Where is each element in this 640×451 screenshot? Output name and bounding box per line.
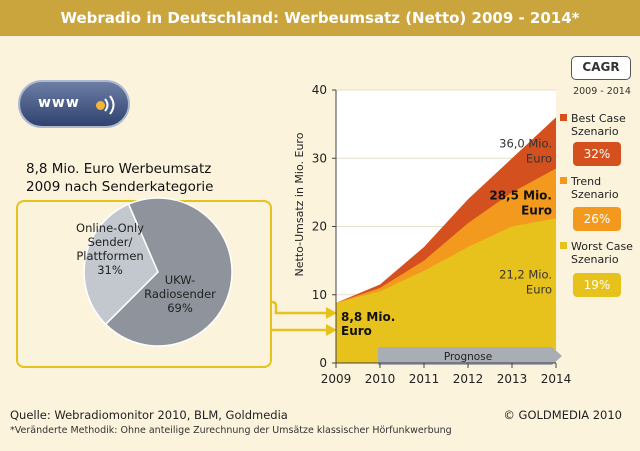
annotation-worst-line: 21,2 Mio. (499, 267, 552, 281)
x-tick-label-2009: 2009 (321, 372, 352, 386)
footer-source: Quelle: Webradiomonitor 2010, BLM, Goldm… (10, 408, 288, 422)
annotation-best-line: 36,0 Mio. (499, 136, 552, 150)
www-badge-text: www (38, 95, 80, 111)
annotation-start-line: Euro (341, 324, 372, 338)
legend-trend-line2: Szenario (571, 188, 619, 201)
annotation-worst: 21,2 Mio. Euro (499, 267, 552, 296)
pie-label-online-only-line: Sender/ (88, 235, 133, 249)
cagr-years: 2009 - 2014 (573, 86, 631, 97)
connector-arrow-top-head (326, 307, 337, 319)
footer-note: *Veränderte Methodik: Ohne anteilige Zur… (10, 425, 452, 436)
pie-chart-title: 8,8 Mio. Euro Werbeumsatz 2009 nach Send… (26, 160, 266, 196)
connector-arrow-top (271, 300, 326, 315)
y-tick-label-10: 10 (312, 288, 327, 302)
connector-arrow-bottom-head (326, 324, 337, 336)
legend-best-line1: Best Case (571, 112, 626, 125)
annotation-trend-line: 28,5 Mio. (489, 188, 552, 202)
legend-worst-swatch (560, 242, 567, 249)
legend-worst-case: Worst Case Szenario (560, 240, 633, 266)
footer-copyright: © GOLDMEDIA 2010 (503, 408, 622, 422)
annotation-trend: 28,5 Mio. Euro (489, 188, 552, 217)
prognose-arrow (378, 347, 562, 365)
www-badge-logo: www (18, 80, 130, 128)
pie-label-online-only-line: Plattformen (76, 249, 143, 263)
y-axis-label: Netto-Umsatz in Mio. Euro (293, 132, 306, 276)
x-tick-label-2014: 2014 (541, 372, 572, 386)
legend-best-case: Best Case Szenario (560, 112, 626, 138)
cagr-worst-value: 19% (573, 273, 621, 297)
pie-label-ukw: UKW-Radiosender 69% (144, 273, 216, 315)
pie-label-online-only: Online-Only Sender/Plattformen 31% (76, 221, 144, 277)
pie-label-ukw-line: UKW- (165, 273, 196, 287)
annotation-trend-line: Euro (521, 203, 552, 217)
pie-label-ukw-line: Radiosender (144, 287, 216, 301)
cagr-trend-value: 26% (573, 207, 621, 231)
pie-label-ukw-line: 69% (167, 301, 193, 315)
legend-worst-line1: Worst Case (571, 240, 633, 253)
annotation-start-line: 8,8 Mio. (341, 310, 395, 324)
legend-trend: Trend Szenario (560, 175, 619, 201)
legend-best-line2: Szenario (571, 125, 619, 138)
pie-title-line2: 2009 nach Senderkategorie (26, 179, 214, 195)
annotation-best: 36,0 Mio. Euro (499, 136, 552, 165)
pie-label-online-only-line: 31% (97, 263, 123, 277)
prognose-band: Prognose (378, 347, 562, 365)
y-tick-label-20: 20 (312, 220, 327, 234)
cagr-best-value: 32% (573, 142, 621, 166)
pie-slice-ukw (104, 197, 233, 347)
annotation-best-line: Euro (526, 151, 552, 165)
legend-trend-line1: Trend (571, 175, 602, 188)
pie-slice-online-only (83, 203, 159, 326)
legend-trend-swatch (560, 177, 567, 184)
y-tick-label-30: 30 (312, 151, 327, 165)
legend-worst-line2: Szenario (571, 253, 619, 266)
pie-label-online-only-line: Online-Only (76, 221, 144, 235)
page-title: Webradio in Deutschland: Werbeumsatz (Ne… (0, 0, 640, 36)
radio-waves-icon (104, 95, 115, 115)
y-tick-label-0: 0 (319, 356, 327, 370)
y-tick-label-40: 40 (312, 83, 327, 97)
cagr-label: CAGR (571, 56, 631, 80)
annotation-start: 8,8 Mio. Euro (341, 310, 395, 338)
area-worst-case (336, 218, 556, 363)
pie-title-line1: 8,8 Mio. Euro Werbeumsatz (26, 161, 212, 177)
broadcast-dot-icon (96, 101, 105, 110)
x-tick-label-2010: 2010 (365, 372, 396, 386)
prognose-label: Prognose (444, 351, 492, 363)
annotation-worst-line: Euro (526, 282, 552, 296)
legend-best-swatch (560, 114, 567, 121)
x-tick-label-2012: 2012 (453, 372, 484, 386)
x-tick-label-2013: 2013 (497, 372, 528, 386)
x-tick-label-2011: 2011 (409, 372, 440, 386)
